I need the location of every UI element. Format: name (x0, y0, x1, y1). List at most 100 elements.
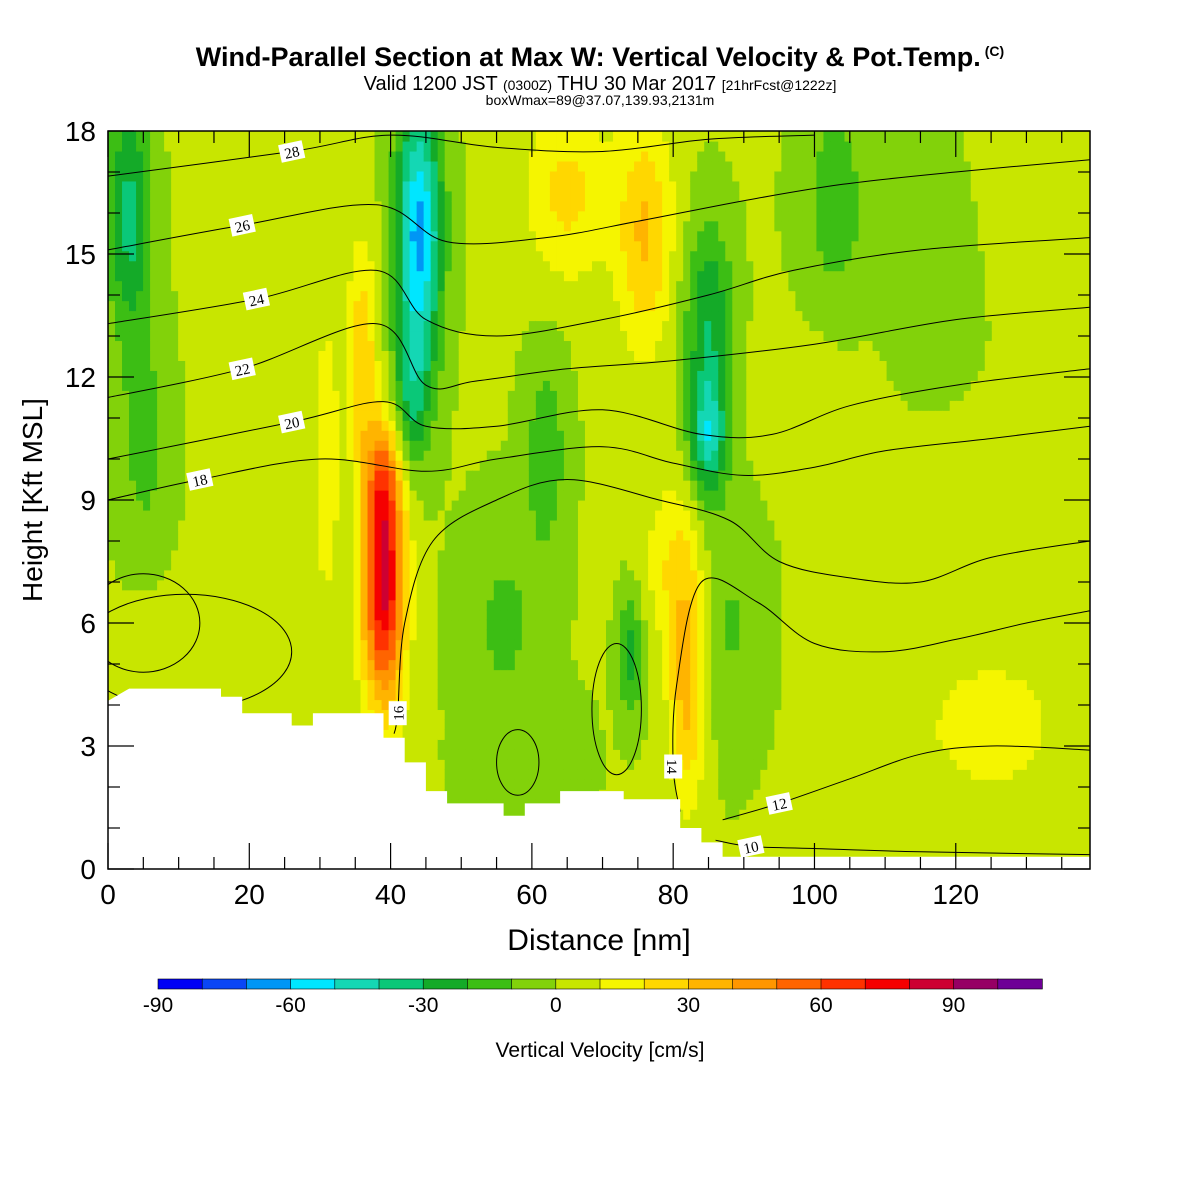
velocity-cell (339, 370, 348, 381)
velocity-cell (227, 320, 235, 332)
velocity-cell (367, 250, 376, 262)
velocity-cell (311, 240, 320, 252)
velocity-cell (465, 699, 474, 711)
velocity-cell (185, 639, 193, 651)
velocity-cell (171, 300, 179, 312)
velocity-cell (178, 509, 186, 521)
velocity-cell (423, 470, 432, 481)
velocity-cell (122, 410, 130, 421)
velocity-cell (262, 430, 270, 441)
velocity-cell (388, 210, 397, 222)
velocity-cell (283, 699, 291, 711)
velocity-cell (521, 649, 530, 661)
velocity-cell (262, 131, 270, 142)
velocity-cell (423, 779, 432, 790)
velocity-cell (353, 539, 362, 551)
velocity-cell (472, 470, 481, 481)
velocity-cell (360, 390, 369, 401)
velocity-cell (423, 310, 432, 322)
velocity-cell (409, 629, 418, 641)
velocity-cell (367, 440, 376, 451)
velocity-cell (325, 220, 334, 232)
velocity-cell (185, 460, 193, 471)
velocity-cell (549, 689, 558, 701)
velocity-cell (269, 290, 277, 302)
velocity-cell (458, 260, 467, 272)
velocity-cell (500, 131, 509, 142)
velocity-cell (563, 280, 572, 292)
velocity-cell (178, 410, 186, 421)
velocity-cell (136, 450, 144, 461)
velocity-cell (157, 609, 165, 621)
velocity-cell (213, 669, 221, 681)
velocity-cell (220, 490, 228, 501)
velocity-cell (227, 200, 235, 212)
velocity-cell (486, 450, 495, 461)
velocity-cell (157, 250, 165, 262)
velocity-cell (458, 529, 467, 541)
velocity-cell (220, 460, 228, 471)
velocity-cell (528, 569, 537, 581)
velocity-cell (325, 669, 334, 681)
velocity-cell (507, 420, 516, 431)
velocity-cell (542, 450, 551, 461)
velocity-cell (353, 579, 362, 591)
velocity-cell (325, 450, 334, 461)
velocity-cell (220, 649, 228, 661)
velocity-cell (360, 529, 369, 541)
velocity-cell (430, 490, 439, 501)
velocity-cell (353, 679, 362, 691)
velocity-cell (430, 619, 439, 631)
velocity-cell (353, 210, 362, 222)
velocity-cell (297, 569, 305, 581)
velocity-cell (227, 509, 235, 521)
velocity-cell (213, 390, 221, 401)
velocity-cell (416, 569, 425, 581)
velocity-cell (465, 430, 474, 441)
velocity-cell (192, 440, 200, 451)
velocity-cell (143, 569, 151, 581)
velocity-cell (528, 759, 537, 770)
velocity-cell (451, 679, 460, 691)
velocity-cell (129, 260, 137, 272)
velocity-cell (500, 230, 509, 242)
velocity-cell (528, 769, 537, 780)
velocity-cell (570, 699, 579, 711)
velocity-cell (409, 290, 418, 302)
velocity-cell (304, 420, 313, 431)
velocity-cell (381, 220, 390, 232)
velocity-cell (304, 609, 313, 621)
velocity-cell (542, 669, 551, 681)
velocity-cell (395, 190, 404, 202)
velocity-cell (570, 659, 579, 671)
velocity-cell (150, 410, 158, 421)
velocity-cell (220, 519, 228, 531)
velocity-cell (192, 460, 200, 471)
velocity-cell (332, 220, 341, 232)
velocity-cell (535, 170, 544, 182)
velocity-cell (381, 689, 390, 701)
velocity-cell (556, 390, 565, 401)
velocity-cell (269, 210, 277, 222)
velocity-cell (115, 350, 123, 361)
velocity-cell (486, 410, 495, 421)
velocity-cell (136, 250, 144, 262)
velocity-cell (143, 639, 151, 651)
velocity-cell (563, 160, 572, 172)
velocity-cell (283, 659, 291, 671)
velocity-cell (311, 529, 320, 541)
velocity-cell (332, 490, 341, 501)
velocity-cell (521, 629, 530, 641)
velocity-cell (192, 579, 200, 591)
velocity-cell (199, 170, 207, 182)
velocity-cell (514, 659, 523, 671)
velocity-cell (493, 599, 502, 611)
velocity-cell (430, 699, 439, 711)
velocity-cell (234, 300, 242, 312)
velocity-cell (136, 360, 144, 371)
velocity-cell (262, 490, 270, 501)
velocity-cell (227, 340, 235, 351)
velocity-cell (535, 549, 544, 561)
velocity-cell (227, 270, 235, 282)
velocity-cell (171, 420, 179, 431)
